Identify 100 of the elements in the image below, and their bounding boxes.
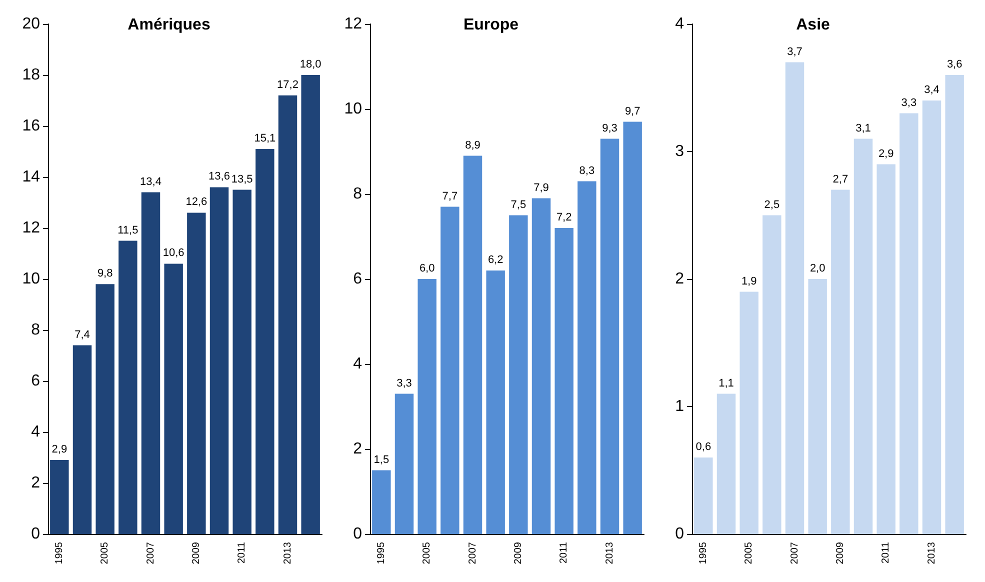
data-label: 1,9 [741,275,757,288]
bar [440,206,460,534]
x-tick-label: 2011 [236,542,248,564]
data-label: 2,9 [52,444,68,456]
data-label: 2,7 [832,173,848,186]
y-tick-label: 4 [353,356,362,372]
bar [831,190,850,534]
y-tick-label: 2 [353,440,362,458]
bar [486,270,505,534]
chart-title: Amériques [128,16,210,34]
y-tick-label: 2 [675,270,684,288]
data-label: 13,5 [231,173,253,186]
y-tick-label: 2 [31,474,40,492]
y-tick-label: 18 [22,66,40,84]
x-tick-label: 2009 [512,542,524,564]
bar [762,215,782,534]
y-tick-label: 1 [675,398,684,415]
data-label: 10,6 [162,247,184,260]
data-label: 7,9 [534,182,549,194]
x-tick-label: 2009 [190,542,202,564]
y-tick-label: 8 [31,322,40,338]
bar [187,212,206,534]
bar [509,215,528,534]
y-tick-label: 20 [22,16,40,32]
x-tick-label: 1995 [376,542,387,564]
x-tick-label: 1995 [54,542,65,564]
bar [50,460,69,534]
data-label: 9,7 [624,105,640,118]
data-label: 6,0 [419,262,435,274]
x-tick-label: 2005 [100,542,111,564]
y-tick-label: 16 [22,118,40,134]
bar [72,345,92,534]
bar [854,138,873,534]
bar [232,190,252,534]
x-tick-label: 2011 [880,542,892,564]
bar [463,156,482,534]
y-tick-label: 8 [353,186,362,202]
y-tick-label: 12 [344,16,362,32]
bar [785,62,804,534]
x-tick-label: 2007 [789,542,800,564]
x-tick-label: 2013 [604,542,616,564]
bar [740,292,758,534]
bar [118,240,138,534]
bar [418,279,436,534]
data-label: 9,8 [97,268,113,280]
bar [554,228,574,534]
data-label: 15,1 [254,132,276,144]
y-tick-label: 4 [675,16,684,32]
bar [394,394,414,534]
bar [372,470,391,534]
y-tick-label: 4 [31,424,40,440]
y-tick-label: 10 [22,270,40,288]
bar [922,100,942,534]
y-tick-label: 14 [22,168,40,186]
data-label: 12,6 [186,196,208,208]
data-label: 3,3 [396,377,412,390]
bar [716,394,736,534]
data-label: 2,9 [878,148,894,160]
data-label: 3,6 [946,58,962,70]
x-tick-label: 2011 [558,542,570,564]
bar [532,198,551,534]
x-tick-label: 2013 [926,542,938,564]
data-label: 17,2 [277,78,298,91]
bar [945,75,964,534]
bar [694,458,713,534]
bar [600,138,620,534]
x-tick-label: 2007 [467,542,478,564]
y-tick-label: 0 [675,526,684,542]
y-tick-label: 3 [675,143,684,160]
x-tick-label: 2005 [744,542,755,564]
bar [623,122,642,534]
bar [96,284,114,534]
x-tick-label: 1995 [698,542,709,564]
data-label: 18,0 [300,58,322,70]
data-label: 7,7 [442,190,458,202]
data-label: 8,3 [579,164,595,177]
bar [278,95,298,534]
x-tick-label: 2005 [422,542,433,564]
y-tick-label: 0 [31,526,40,542]
data-label: 9,3 [602,122,618,134]
x-tick-label: 2009 [834,542,846,564]
y-tick-label: 0 [353,526,362,542]
bar [578,181,596,534]
bar [141,192,160,534]
y-tick-label: 10 [344,100,362,118]
data-label: 6,2 [488,254,504,266]
bar [256,148,274,534]
data-label: 3,4 [924,84,940,96]
data-label: 8,9 [465,139,480,152]
bar [164,264,183,534]
bar [301,75,320,534]
x-tick-label: 2007 [145,542,156,564]
data-label: 7,5 [510,198,526,211]
data-label: 3,1 [856,122,871,134]
y-tick-label: 6 [353,270,362,288]
data-label: 3,3 [901,96,917,109]
data-label: 7,4 [74,328,90,341]
data-label: 1,5 [374,454,390,466]
data-label: 2,5 [764,198,780,211]
chart-title: Europe [463,16,519,34]
